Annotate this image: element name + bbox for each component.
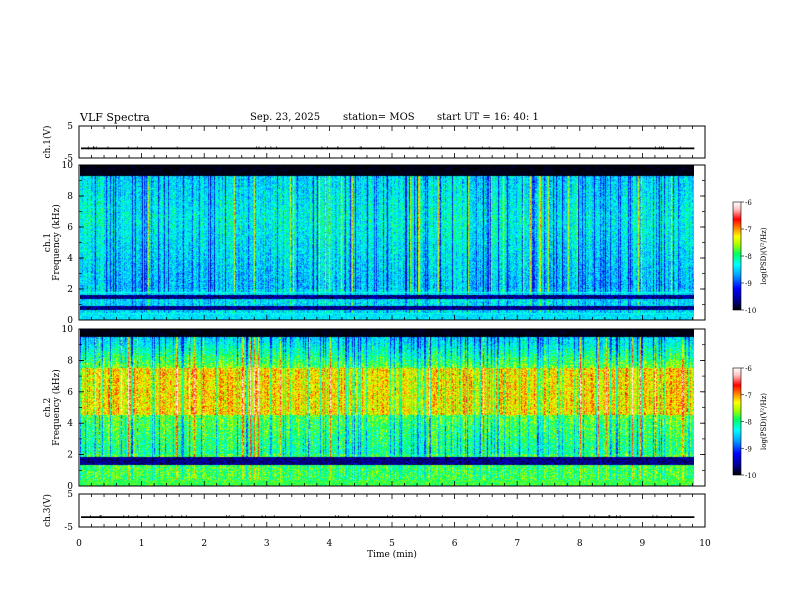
x-tick-label: 7 (514, 539, 520, 549)
x-tick-label: 2 (201, 539, 207, 549)
x-tick-label: 4 (327, 539, 333, 549)
y-axis-label: Frequency (kHz) (51, 204, 62, 281)
y-tick-label: 10 (62, 161, 74, 171)
ch2-spectrogram-image (80, 329, 694, 486)
y-tick-label: 2 (67, 451, 73, 461)
y-tick-label: 5 (67, 490, 73, 500)
colorbar-label: log(PSD)(V²/Hz) (760, 393, 768, 450)
y-tick-label: -5 (64, 154, 73, 164)
colorbar-tick-label: -7 (745, 226, 752, 234)
y-tick-label: 5 (67, 122, 73, 132)
x-tick-label: 6 (452, 539, 458, 549)
y-axis-label: ch.1(V) (42, 126, 53, 159)
colorbar-tick-label: -7 (745, 392, 752, 400)
date-label: Sep. 23, 2025 (250, 112, 321, 123)
ch1-spectrogram-image (80, 165, 694, 320)
y-axis-label: Frequency (kHz) (51, 369, 62, 446)
y-tick-label: 10 (62, 325, 74, 335)
y-tick-label: 8 (67, 356, 73, 366)
x-tick-label: 10 (699, 539, 711, 549)
y-axis-label: ch.1 (43, 233, 53, 252)
y-tick-label: 2 (67, 285, 73, 295)
y-tick-label: 4 (67, 419, 73, 429)
y-tick-label: 0 (67, 482, 73, 492)
x-axis-label: Time (min) (367, 549, 417, 560)
x-tick-label: 0 (76, 539, 82, 549)
x-tick-label: 8 (577, 539, 583, 549)
y-tick-label: 6 (67, 388, 73, 398)
y-tick-label: 0 (67, 316, 73, 326)
colorbar (732, 367, 742, 476)
x-tick-label: 1 (139, 539, 145, 549)
colorbar-tick-label: -10 (745, 472, 756, 480)
x-tick-label: 3 (264, 539, 270, 549)
x-tick-label: 9 (640, 539, 646, 549)
colorbar-tick-label: -9 (745, 280, 752, 288)
start-time-label: start UT = 16: 40: 1 (437, 112, 539, 123)
colorbar-tick-label: -10 (745, 307, 756, 315)
y-tick-label: 6 (67, 223, 73, 233)
colorbar-tick-label: -6 (745, 199, 752, 207)
chart-title: VLF Spectra (80, 111, 150, 124)
y-tick-label: 4 (67, 254, 73, 264)
station-label: station= MOS (343, 112, 415, 123)
y-axis-label: ch.3(V) (42, 494, 53, 527)
colorbar-tick-label: -6 (745, 365, 752, 373)
colorbar (732, 201, 742, 311)
y-tick-label: -5 (64, 523, 73, 533)
y-axis-label: ch.2 (43, 398, 53, 417)
colorbar-tick-label: -8 (745, 253, 752, 261)
x-tick-label: 5 (389, 539, 395, 549)
colorbar-tick-label: -8 (745, 419, 752, 427)
colorbar-label: log(PSD)(V²/Hz) (760, 227, 768, 284)
colorbar-tick-label: -9 (745, 445, 752, 453)
y-tick-label: 8 (67, 192, 73, 202)
